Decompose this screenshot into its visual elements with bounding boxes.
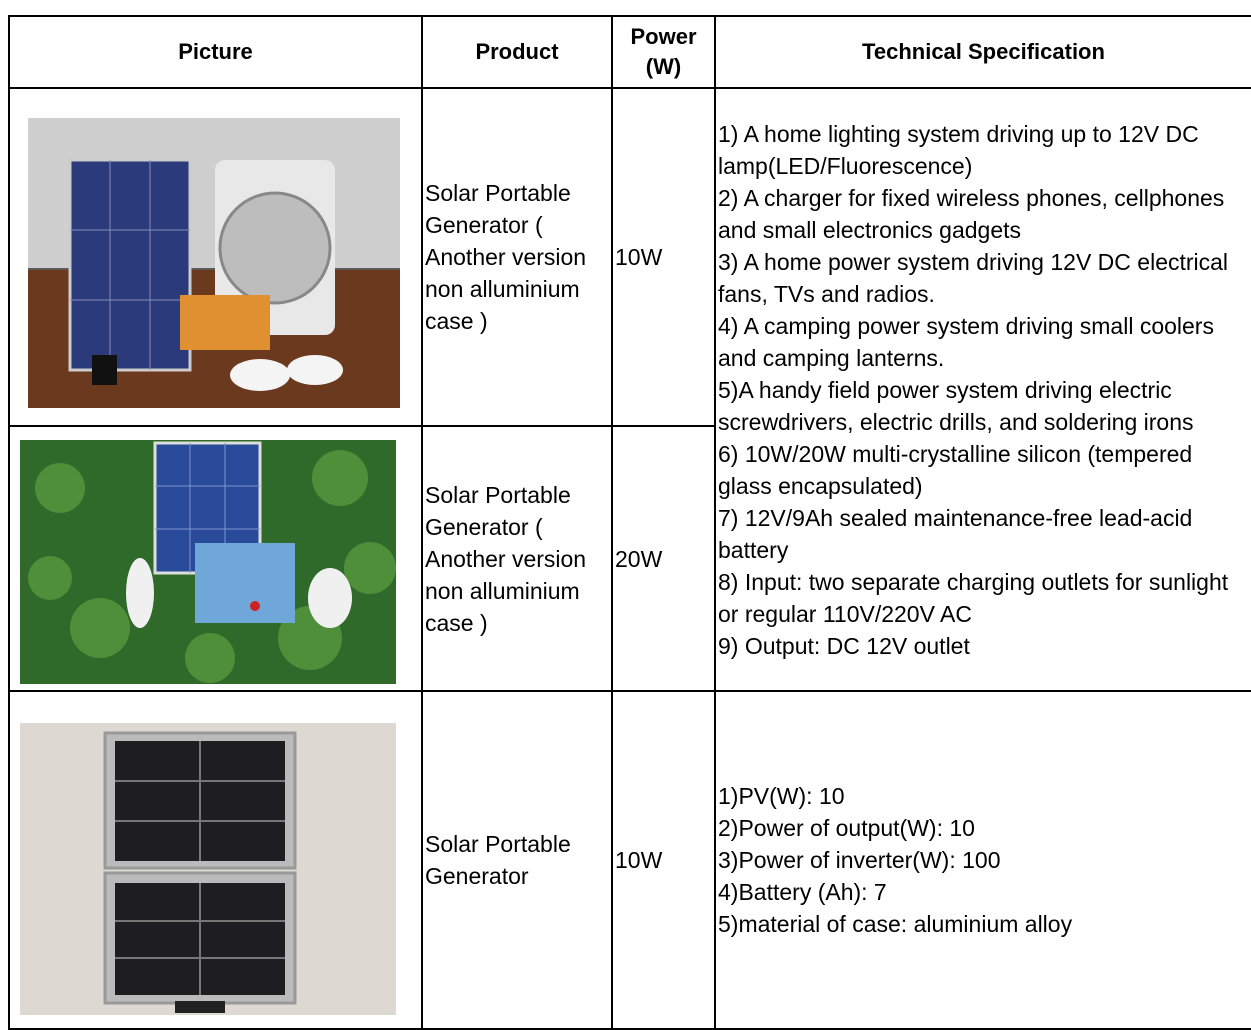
spec-cell: 1) A home lighting system driving up to … xyxy=(715,88,1251,691)
header-cell: Picture xyxy=(9,16,422,88)
row: Solar Portable Generator 10W 1)PV(W): 10… xyxy=(9,691,1251,1029)
header-cell: Technical Specification xyxy=(715,16,1251,88)
power-cell: 10W xyxy=(612,88,715,426)
spec-item: 1)PV(W): 10 xyxy=(718,780,1249,812)
spec-item: 1) A home lighting system driving up to … xyxy=(718,118,1249,182)
spec-item: 9) Output: DC 12V outlet xyxy=(718,630,1249,662)
picture-cell xyxy=(9,691,422,1029)
spec-item: 5)material of case: aluminium alloy xyxy=(718,908,1249,940)
picture-cell xyxy=(9,426,422,691)
spec-item: 3)Power of inverter(W): 100 xyxy=(718,844,1249,876)
product-photo xyxy=(10,428,423,689)
power-cell: 20W xyxy=(612,426,715,691)
product-photo xyxy=(10,693,423,1027)
header-row: Picture Product Power (W) Technical Spec… xyxy=(9,16,1251,88)
page: Picture Product Power (W) Technical Spec… xyxy=(0,0,1251,1028)
spec-item: 6) 10W/20W multi-crystalline silicon (te… xyxy=(718,438,1249,502)
spec-item: 7) 12V/9Ah sealed maintenance-free lead-… xyxy=(718,502,1249,566)
product-photo xyxy=(10,90,423,424)
power-cell: 10W xyxy=(612,691,715,1029)
header-cell: Product xyxy=(422,16,612,88)
spec-item: 5)A handy field power system driving ele… xyxy=(718,374,1249,438)
spec-item: 3) A home power system driving 12V DC el… xyxy=(718,246,1249,310)
product-cell: Solar Portable Generator ( Another versi… xyxy=(422,426,612,691)
product-cell: Solar Portable Generator xyxy=(422,691,612,1029)
row: Solar Portable Generator ( Another versi… xyxy=(9,88,1251,426)
product-table: Picture Product Power (W) Technical Spec… xyxy=(8,15,1251,1030)
spec-item: 8) Input: two separate charging outlets … xyxy=(718,566,1249,630)
header-cell: Power (W) xyxy=(612,16,715,88)
spec-item: 2) A charger for fixed wireless phones, … xyxy=(718,182,1249,246)
picture-cell xyxy=(9,88,422,426)
spec-item: 2)Power of output(W): 10 xyxy=(718,812,1249,844)
spec-item: 4) A camping power system driving small … xyxy=(718,310,1249,374)
spec-item: 4)Battery (Ah): 7 xyxy=(718,876,1249,908)
product-cell: Solar Portable Generator ( Another versi… xyxy=(422,88,612,426)
